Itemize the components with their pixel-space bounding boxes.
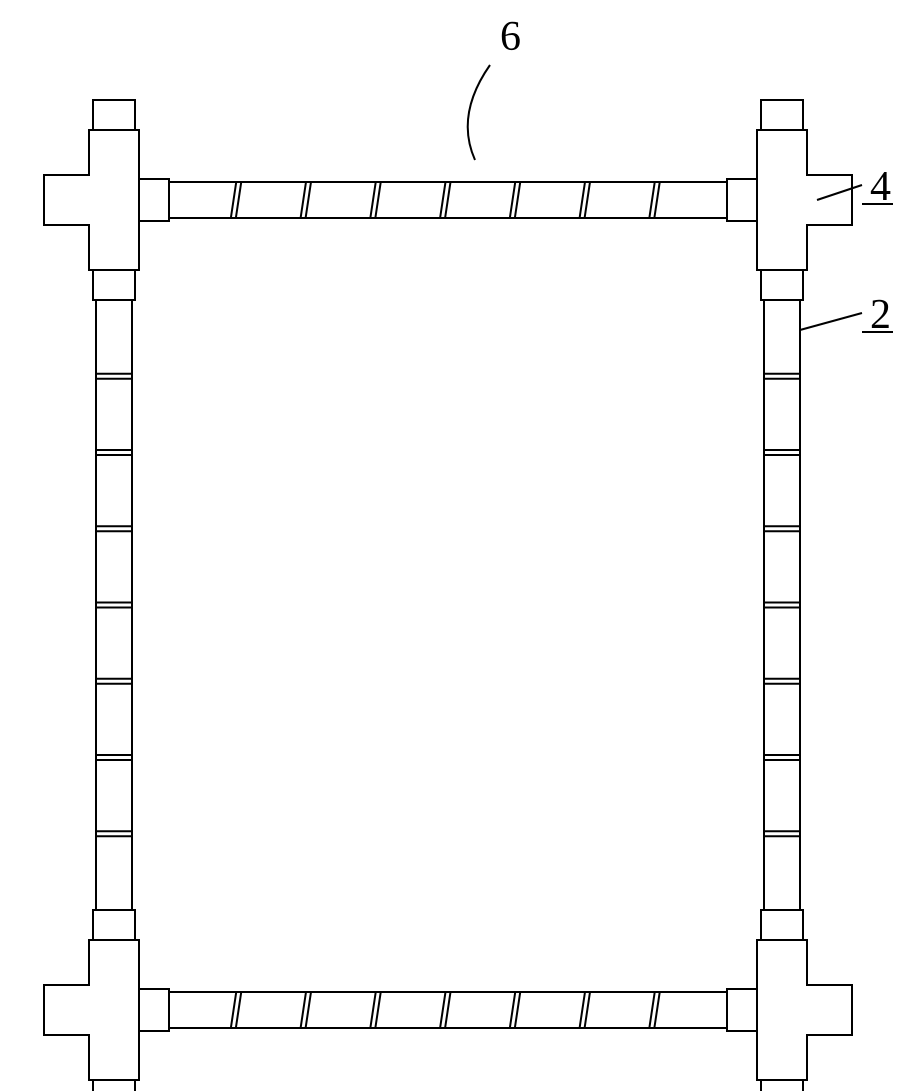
callout-6: 6 bbox=[500, 14, 521, 60]
tee-joint bbox=[727, 100, 852, 300]
tee-joint bbox=[44, 910, 169, 1091]
tee-joint bbox=[727, 910, 852, 1091]
tee-joint bbox=[44, 100, 169, 300]
